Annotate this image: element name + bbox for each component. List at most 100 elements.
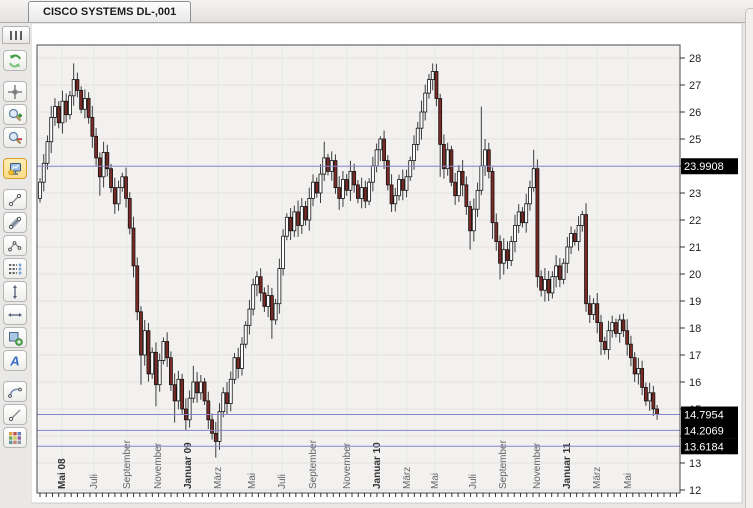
- candle-body: [269, 295, 274, 321]
- text-icon: A: [9, 353, 19, 368]
- crosshair-button[interactable]: [3, 81, 27, 102]
- candle-body: [382, 138, 386, 162]
- candle-body: [206, 400, 211, 421]
- y-tick-label: 25: [689, 134, 701, 146]
- text-button[interactable]: A: [3, 350, 27, 371]
- candle-body: [576, 224, 581, 242]
- candle-body: [602, 341, 607, 351]
- y-tick-label: 16: [689, 377, 701, 389]
- toolbar-grip[interactable]: [2, 26, 30, 44]
- candle-body: [617, 319, 622, 334]
- candle-body: [501, 249, 506, 264]
- candle-body: [187, 397, 192, 421]
- palette-button[interactable]: [3, 427, 27, 448]
- candle-body: [60, 100, 65, 124]
- channel-button[interactable]: [3, 212, 27, 233]
- trendline-button[interactable]: [3, 189, 27, 210]
- candle-body: [157, 359, 162, 386]
- horizontal-line-button[interactable]: [3, 304, 27, 325]
- rectangle-add-button[interactable]: [3, 327, 27, 348]
- price-tag-label: 13.6184: [684, 441, 724, 453]
- candle-body: [38, 181, 42, 199]
- ray-button[interactable]: [3, 404, 27, 425]
- fibonacci-levels-button[interactable]: [3, 258, 27, 279]
- refresh-button[interactable]: [3, 50, 27, 71]
- candle-body: [636, 368, 641, 375]
- y-tick-label: 12: [689, 485, 701, 497]
- candle-body: [430, 71, 435, 81]
- plot-area[interactable]: Mai 08 Juli September November Januar 09 März…: [36, 44, 681, 494]
- right-panel-stub[interactable]: [745, 8, 753, 508]
- candle-body: [475, 189, 480, 210]
- candle-body: [120, 176, 125, 189]
- price-tag: 13.6184: [681, 438, 738, 455]
- angle-button[interactable]: [3, 235, 27, 256]
- candle-body: [404, 176, 409, 191]
- chart-template-button[interactable]: [3, 158, 27, 179]
- month-label: Mai: [247, 473, 258, 489]
- candle-body: [131, 227, 136, 267]
- month-label: März: [213, 467, 224, 489]
- candle-body: [240, 343, 244, 369]
- price-tag: 14.7954: [681, 406, 738, 423]
- candle-body: [468, 206, 473, 232]
- candle-body: [415, 127, 420, 145]
- candle-body: [112, 187, 117, 205]
- candle-body: [299, 206, 304, 226]
- candle-body: [490, 170, 495, 224]
- candle-body: [599, 322, 603, 342]
- candle-body: [337, 187, 342, 199]
- y-tick-label: 21: [689, 242, 701, 254]
- zoom-in-button[interactable]: [3, 104, 27, 125]
- candle-body: [86, 98, 91, 118]
- candle-body: [202, 381, 207, 402]
- candle-body: [210, 419, 214, 434]
- candle-body: [251, 284, 256, 310]
- candle-body: [97, 157, 102, 178]
- candle-body: [277, 268, 282, 305]
- candle-body: [168, 357, 173, 386]
- y-tick-label: 27: [689, 80, 701, 92]
- candle-body: [56, 106, 61, 124]
- candle-body: [539, 276, 544, 291]
- vertical-line-button[interactable]: [3, 281, 27, 302]
- channel-icon: [8, 216, 22, 229]
- y-tick-label: 23: [689, 188, 701, 200]
- candle-body: [127, 197, 132, 229]
- candle-body: [486, 149, 491, 172]
- candle-body: [172, 384, 177, 402]
- drawing-toolbar: A: [0, 23, 31, 507]
- month-label: Mai 08: [57, 458, 68, 489]
- candle-body: [68, 95, 72, 116]
- zoom-out-button[interactable]: [3, 127, 27, 148]
- price-tag-label: 14.2069: [684, 425, 724, 437]
- candle-body: [64, 100, 69, 116]
- candle-body: [165, 341, 170, 359]
- candle-body: [45, 141, 50, 164]
- candle-body: [591, 303, 596, 315]
- candle-body: [550, 276, 555, 294]
- month-label: Januar 10: [372, 442, 383, 489]
- y-tick-label: 19: [689, 296, 701, 308]
- candle-body: [374, 149, 379, 167]
- x-axis-labels: Mai 08 Juli September November Januar 09 März…: [57, 439, 634, 489]
- tab-title: CISCO SYSTEMS DL-,001: [43, 6, 177, 18]
- candle-body: [255, 276, 259, 286]
- candle-body: [258, 276, 263, 294]
- tab-cisco-systems[interactable]: CISCO SYSTEMS DL-,001: [28, 1, 192, 22]
- candle-body: [524, 203, 529, 224]
- candle-body: [41, 162, 46, 183]
- candle-body: [655, 408, 659, 415]
- candle-body: [389, 184, 394, 205]
- candle-body: [614, 322, 618, 334]
- candle-body: [363, 187, 368, 202]
- candle-body: [355, 184, 360, 199]
- pitchfork-button[interactable]: [3, 381, 27, 402]
- candle-body: [520, 211, 525, 224]
- candle-body: [296, 211, 300, 226]
- ray-icon: [8, 409, 21, 421]
- candle-body: [191, 381, 196, 399]
- price-tag: 23.9908: [681, 158, 738, 175]
- candle-body: [569, 233, 573, 248]
